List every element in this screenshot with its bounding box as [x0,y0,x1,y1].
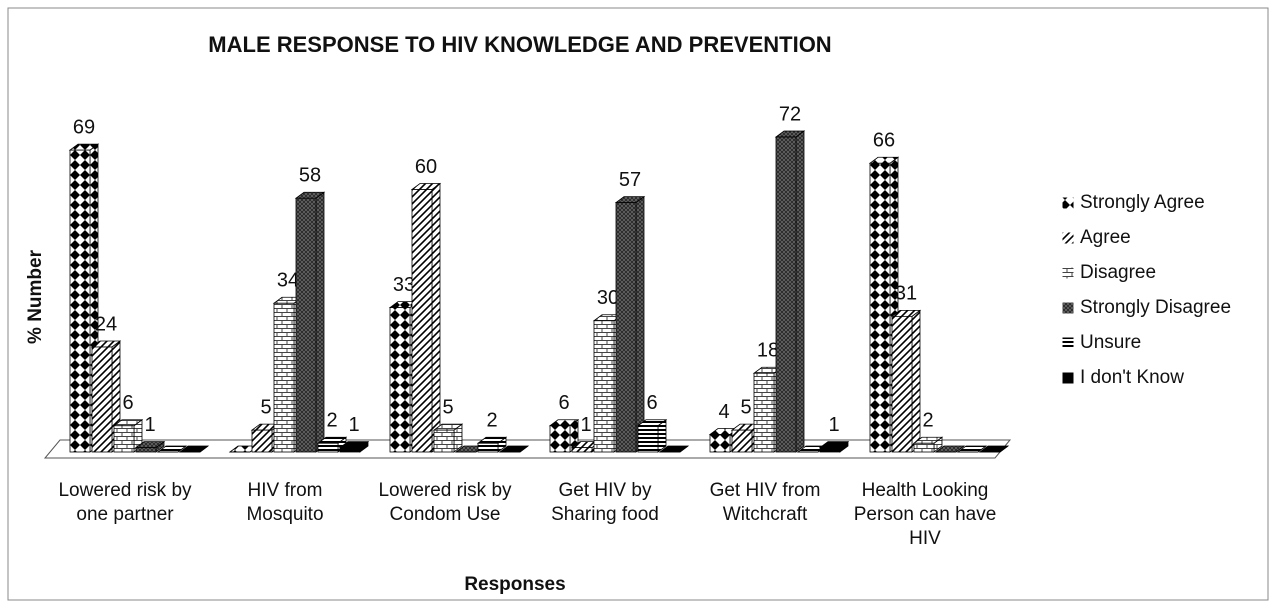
bar [571,447,593,453]
x-tick-label: Get HIV from Witchcraft [709,480,821,525]
bar [615,202,637,453]
legend-swatch [1061,336,1075,350]
x-tick-label: HIV from Mosquito [246,480,324,525]
x-tick-label: Health Looking Person can have HIV [853,480,997,549]
data-label: 69 [73,116,95,138]
data-label: 2 [486,410,497,432]
bar [317,442,339,453]
legend-swatch [1061,231,1075,245]
data-label: 6 [646,392,657,414]
bar [637,425,659,453]
bar [295,197,317,453]
legend-label: Disagree [1080,262,1156,283]
x-tick-label: Lowered risk by Condom Use [378,480,512,525]
legend-label: Agree [1080,227,1131,248]
y-axis-title: % Number [25,249,46,344]
data-label: 5 [740,396,751,418]
bar [389,307,411,453]
bar [339,447,361,453]
bar [549,425,571,453]
bar [819,447,841,453]
legend-swatch [1061,371,1075,385]
x-tick-label: Get HIV by Sharing food [551,480,659,525]
x-tick-label: Lowered risk by one partner [58,480,192,525]
data-label: 31 [895,283,917,305]
bar [251,429,273,453]
data-label: 6 [558,392,569,414]
data-label: 1 [348,414,359,436]
data-label: 57 [619,169,641,191]
chart-title: MALE RESPONSE TO HIV KNOWLEDGE AND PREVE… [208,32,831,57]
bar [433,429,455,453]
data-label: 33 [393,274,415,296]
bar [477,442,499,453]
bar [775,136,797,453]
legend-swatch [1061,266,1075,280]
bar [273,302,295,453]
bar-side [635,195,645,453]
data-label: 30 [597,287,619,309]
legend-label: Strongly Disagree [1080,297,1231,318]
bar [913,442,935,453]
bar-side [911,309,921,453]
bar [135,447,157,453]
bar [753,372,775,453]
legend-label: Strongly Agree [1080,192,1205,213]
bar-side [315,191,325,453]
data-label: 1 [828,414,839,436]
bar [731,429,753,453]
data-label: 2 [326,410,337,432]
bar [91,346,113,453]
bar-side [431,182,441,453]
bar [411,189,433,453]
bar [891,315,913,453]
data-label: 1 [144,414,155,436]
x-axis-title: Responses [464,574,565,595]
data-label: 72 [779,103,801,125]
legend-label: Unsure [1080,332,1141,353]
legend-swatch [1061,196,1075,210]
legend-label: I don't Know [1080,367,1184,388]
data-label: 6 [122,392,133,414]
data-label: 18 [757,340,779,362]
data-label: 34 [277,270,299,292]
bar [869,162,891,453]
bar [593,320,615,453]
data-label: 60 [415,156,437,178]
data-label: 58 [299,165,321,187]
data-label: 24 [95,313,117,335]
bar-side [795,130,805,453]
bar [709,434,731,453]
data-label: 4 [718,401,729,423]
data-label: 5 [442,396,453,418]
legend-swatch [1061,301,1075,315]
bar [69,149,91,453]
data-label: 2 [922,410,933,432]
data-label: 5 [260,396,271,418]
data-label: 66 [873,130,895,152]
data-label: 1 [580,414,591,436]
bar [113,425,135,453]
